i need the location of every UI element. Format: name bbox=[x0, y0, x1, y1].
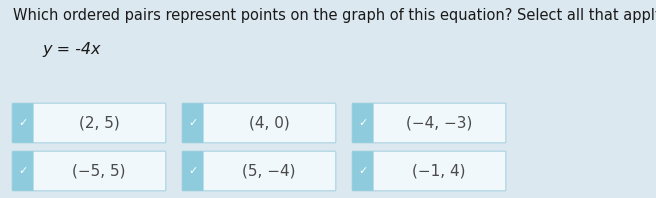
FancyBboxPatch shape bbox=[12, 151, 33, 191]
Text: (4, 0): (4, 0) bbox=[249, 115, 289, 130]
Text: (5, −4): (5, −4) bbox=[242, 164, 296, 179]
Text: (−1, 4): (−1, 4) bbox=[412, 164, 466, 179]
FancyBboxPatch shape bbox=[182, 103, 336, 143]
FancyBboxPatch shape bbox=[352, 103, 373, 143]
FancyBboxPatch shape bbox=[182, 151, 336, 191]
Text: Which ordered pairs represent points on the graph of this equation? Select all t: Which ordered pairs represent points on … bbox=[13, 8, 656, 23]
FancyBboxPatch shape bbox=[12, 151, 166, 191]
Text: ✓: ✓ bbox=[358, 118, 367, 128]
Text: ✓: ✓ bbox=[18, 118, 28, 128]
FancyBboxPatch shape bbox=[12, 103, 33, 143]
FancyBboxPatch shape bbox=[352, 151, 506, 191]
FancyBboxPatch shape bbox=[182, 151, 203, 191]
FancyBboxPatch shape bbox=[352, 103, 506, 143]
FancyBboxPatch shape bbox=[352, 151, 373, 191]
Text: ✓: ✓ bbox=[358, 166, 367, 176]
Text: ✓: ✓ bbox=[188, 166, 197, 176]
Text: ✓: ✓ bbox=[18, 166, 28, 176]
FancyBboxPatch shape bbox=[182, 103, 203, 143]
Text: ✓: ✓ bbox=[188, 118, 197, 128]
FancyBboxPatch shape bbox=[12, 103, 166, 143]
Text: (−5, 5): (−5, 5) bbox=[72, 164, 126, 179]
Text: y = -4x: y = -4x bbox=[42, 42, 100, 57]
Text: (2, 5): (2, 5) bbox=[79, 115, 119, 130]
Text: (−4, −3): (−4, −3) bbox=[405, 115, 472, 130]
